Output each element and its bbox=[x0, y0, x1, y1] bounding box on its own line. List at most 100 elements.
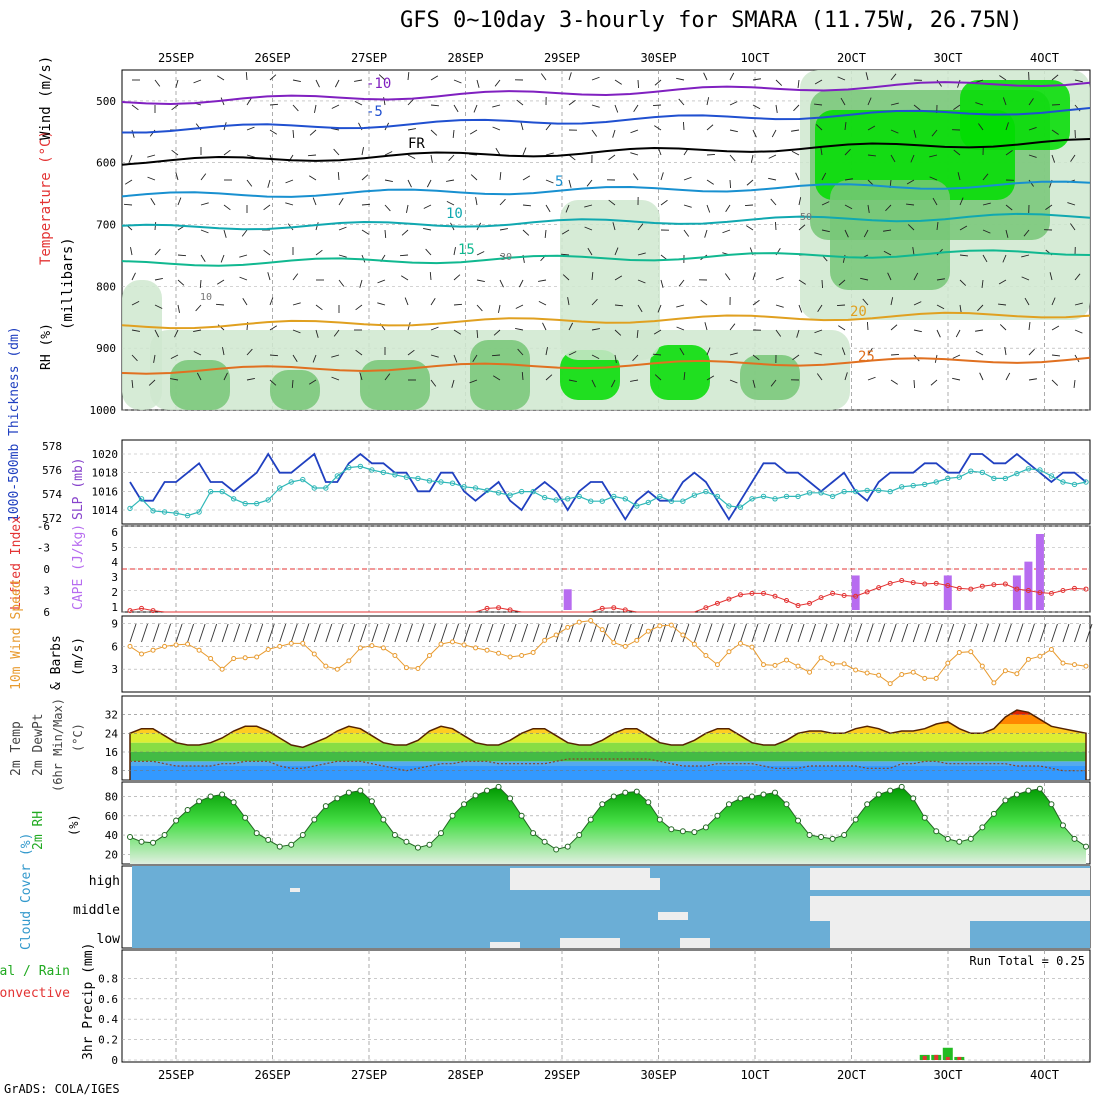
surface-wind-barb bbox=[532, 623, 540, 643]
wind-barb bbox=[401, 229, 409, 236]
thickness-marker bbox=[945, 475, 951, 482]
wind-speed-marker bbox=[461, 642, 467, 648]
wind-barb bbox=[706, 179, 714, 185]
wind-barb bbox=[975, 79, 984, 84]
rh-marker bbox=[610, 793, 617, 800]
wind-barb bbox=[955, 329, 961, 338]
wind-barb bbox=[584, 226, 593, 231]
wind-speed-marker bbox=[1014, 671, 1020, 677]
surface-wind-barb bbox=[1085, 623, 1093, 643]
wind-barb bbox=[1073, 379, 1076, 388]
surface-wind-barb bbox=[486, 623, 494, 643]
temp-tick-label: 32 bbox=[105, 709, 118, 722]
wind-barb bbox=[521, 371, 524, 381]
wind-barb bbox=[361, 229, 370, 235]
wind-barb bbox=[890, 73, 897, 81]
wind-barb bbox=[746, 179, 754, 186]
wind-speed-marker bbox=[254, 654, 260, 660]
wind-barb bbox=[683, 176, 692, 181]
wind-barb bbox=[453, 354, 458, 363]
thickness-marker bbox=[899, 484, 905, 490]
thickness-marker bbox=[357, 463, 364, 470]
rh-marker bbox=[656, 816, 663, 823]
wind-barb bbox=[448, 154, 455, 162]
wind-barb bbox=[591, 298, 598, 306]
lifted-index-marker bbox=[899, 577, 905, 583]
wind-speed-marker bbox=[231, 656, 237, 662]
wind-barb bbox=[610, 379, 616, 388]
wind-barb bbox=[1004, 347, 1007, 356]
surface-wind-barb bbox=[947, 623, 955, 643]
rh-shading bbox=[470, 340, 530, 410]
wind-barb bbox=[975, 329, 984, 332]
thickness-marker bbox=[611, 493, 617, 500]
wind-speed-marker bbox=[714, 662, 720, 668]
wind-barb bbox=[518, 279, 524, 288]
rh-marker bbox=[633, 788, 640, 795]
wind-barb bbox=[309, 129, 317, 136]
surface-wind-barb bbox=[716, 623, 724, 643]
wind-tick-label: 9 bbox=[111, 618, 118, 631]
surface-wind-barb bbox=[359, 623, 367, 643]
rh-marker bbox=[645, 799, 652, 806]
cape-bar bbox=[1024, 561, 1033, 610]
wind-barb bbox=[476, 251, 485, 256]
wind-barb bbox=[199, 279, 202, 289]
wind-barb bbox=[430, 75, 439, 81]
wind-barb bbox=[476, 79, 480, 88]
temp-band bbox=[130, 724, 1086, 734]
wind-barb bbox=[516, 99, 524, 106]
rh-marker bbox=[1083, 843, 1089, 850]
wind-speed-marker bbox=[657, 623, 663, 629]
wind-barb bbox=[495, 147, 501, 156]
wind-barb bbox=[147, 176, 156, 181]
wind-barb bbox=[867, 204, 870, 213]
temp-tick-label: 24 bbox=[105, 727, 119, 740]
wind-speed-marker bbox=[185, 641, 191, 647]
wind-barb bbox=[131, 300, 140, 306]
wind-barb bbox=[469, 129, 478, 135]
precip-tick-label: 0 bbox=[111, 1054, 118, 1067]
wind-barb bbox=[706, 375, 715, 381]
isotherm bbox=[122, 107, 1091, 134]
wind-barb bbox=[545, 374, 553, 381]
wind-barb bbox=[814, 103, 823, 106]
wind-barb bbox=[890, 129, 899, 134]
wind-barb bbox=[746, 225, 754, 231]
thickness-marker bbox=[1014, 470, 1020, 477]
surface-wind-barb bbox=[325, 623, 333, 643]
rh-marker bbox=[380, 816, 387, 823]
lifted-index-marker bbox=[507, 607, 513, 613]
surface-wind-barb bbox=[1062, 623, 1070, 643]
wind-barb bbox=[752, 78, 761, 81]
wind-barb bbox=[200, 229, 209, 234]
wind-barb bbox=[912, 247, 915, 256]
cape-bar bbox=[943, 575, 952, 610]
thickness-marker bbox=[415, 475, 421, 482]
wind-barb bbox=[407, 128, 416, 131]
rh-marker bbox=[391, 832, 398, 839]
wind-speed-marker bbox=[634, 637, 640, 643]
wind-barb bbox=[153, 354, 156, 363]
panel-frame-pr bbox=[121, 949, 1091, 1063]
wind-barb bbox=[407, 98, 414, 106]
wind-barb bbox=[269, 74, 277, 81]
thickness-marker bbox=[461, 484, 467, 490]
wind-barb bbox=[1002, 97, 1007, 106]
wind-barb bbox=[470, 174, 478, 181]
surface-wind-barb bbox=[774, 623, 782, 643]
surface-wind-barb bbox=[509, 623, 517, 643]
lifted-index-marker bbox=[726, 596, 732, 602]
cloud-block bbox=[590, 868, 620, 890]
wind-speed-marker bbox=[611, 640, 617, 646]
wind-barb bbox=[729, 101, 738, 106]
wind-barb bbox=[453, 79, 462, 84]
wind-barb bbox=[860, 277, 869, 281]
wind-barb bbox=[706, 153, 716, 156]
wind-barb bbox=[269, 354, 279, 357]
thickness-marker bbox=[979, 469, 986, 476]
wind-barb bbox=[378, 74, 386, 81]
wind-barb bbox=[608, 154, 616, 161]
wind-barb bbox=[562, 274, 570, 281]
barbs-axis-label: & Barbs bbox=[49, 635, 64, 690]
